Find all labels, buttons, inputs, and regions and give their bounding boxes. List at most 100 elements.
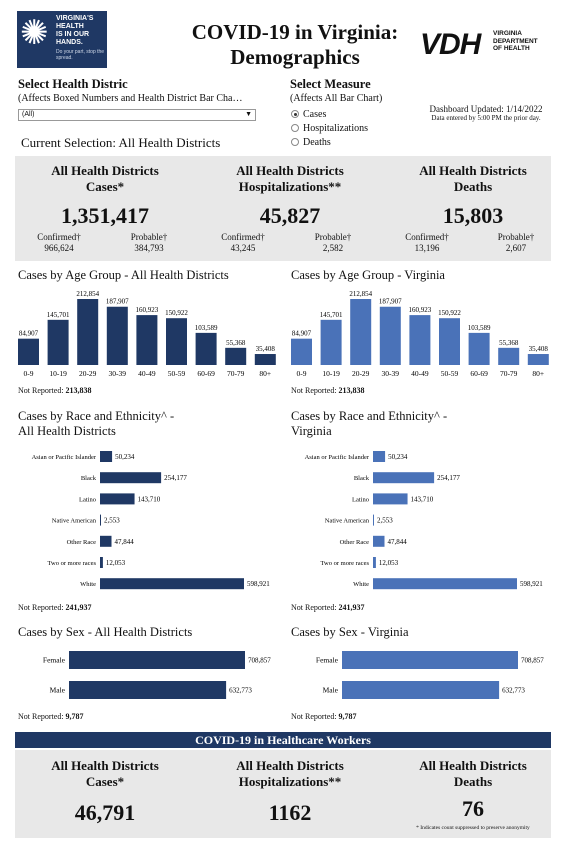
age-chart-title-districts: Cases by Age Group - All Health District… [18,268,229,282]
district-select[interactable]: (All) ▼ [18,109,256,121]
sex-bar[interactable] [69,681,227,699]
sex-bar[interactable] [69,651,245,669]
district-filter-title: Select Health Distric [18,77,128,91]
bar-value-label: 145,701 [47,311,70,319]
virginia-health-logo: ✺ VIRGINIA'S HEALTH IS IN OUR HANDS. Do … [17,11,107,68]
age-bar[interactable] [136,315,158,365]
sex-category-label: Female [316,656,339,665]
race-bar[interactable] [100,557,103,568]
measure-filter-title: Select Measure [290,77,371,91]
race-bar[interactable] [373,557,376,568]
bar-value-label: 598,921 [247,580,270,588]
age-bar[interactable] [320,319,342,365]
race-category-label: Other Race [340,539,370,546]
bar-value-label: 55,368 [499,339,519,347]
bar-value-label: 12,053 [106,559,126,567]
race-chart-title-virginia: Cases by Race and Ethnicity^ - Virginia [291,409,448,438]
age-bar[interactable] [166,318,187,365]
age-bar[interactable] [527,354,549,365]
age-bar[interactable] [254,354,276,365]
sex-bar[interactable] [342,651,518,669]
race-category-label: Two or more races [321,560,370,567]
bar-value-label: 212,854 [76,290,99,298]
sex-chart-title-districts: Cases by Sex - All Health Districts [18,625,193,639]
race-bar[interactable] [100,514,101,526]
age-bar[interactable] [409,315,431,365]
age-bar[interactable] [498,347,520,365]
sex-category-label: Male [323,686,339,695]
age-bar[interactable] [439,318,460,365]
age-bar[interactable] [379,306,401,365]
bar-value-label: 187,907 [379,298,402,306]
age-tick-label: 80+ [259,369,271,378]
measure-radio-group: Cases Hospitalizations Deaths [291,107,368,149]
race-category-label: Black [354,475,370,482]
hosp-probable: Probable† 2,582 [314,232,352,253]
summary-cases: All Health Districts Cases* 1,351,417 [25,163,185,229]
age-bar[interactable] [468,332,490,365]
bar-value-label: 50,234 [388,453,408,461]
age-tick-label: 70-79 [500,369,518,378]
current-selection: Current Selection: All Health Districts [21,135,221,150]
bar-value-label: 254,177 [437,474,460,482]
bar-value-label: 47,844 [115,538,135,546]
bar-value-label: 708,857 [248,657,271,665]
vdh-name: VIRGINIA DEPARTMENT OF HEALTH [493,30,538,52]
age-bar[interactable] [350,299,372,365]
measure-option-hospitalizations[interactable]: Hospitalizations [291,121,368,135]
race-bar[interactable] [100,578,244,590]
race-bar[interactable] [373,493,408,505]
age-bar[interactable] [291,338,312,365]
age-bar[interactable] [77,299,99,365]
bar-value-label: 103,589 [468,324,491,332]
sex-category-label: Female [43,656,66,665]
age-tick-label: 20-29 [79,369,97,378]
race-bar[interactable] [373,451,386,462]
radio-icon [291,138,299,146]
hospitalizations-total: 45,827 [259,203,321,228]
bar-value-label: 143,710 [138,495,161,503]
race-bar[interactable] [100,493,135,505]
race-bar[interactable] [373,535,385,547]
deaths-probable: Probable† 2,607 [497,232,535,253]
bar-value-label: 160,923 [136,306,159,314]
age-bar[interactable] [195,332,217,365]
vdh-mark: VDH [420,28,481,61]
bar-value-label: 35,408 [256,345,276,353]
age-bar[interactable] [106,306,128,365]
measure-option-cases[interactable]: Cases [291,107,368,121]
sex-category-label: Male [50,686,66,695]
measure-option-deaths[interactable]: Deaths [291,135,368,149]
race-not-reported-districts: Not Reported: 241,937 [18,603,92,612]
hosp-confirmed: Confirmed† 43,245 [221,232,265,253]
race-bar[interactable] [373,472,435,484]
race-category-label: White [80,581,96,588]
summary-hospitalizations: All Health Districts Hospitalizations** … [210,163,370,229]
race-category-label: Other Race [67,539,97,546]
age-tick-label: 0-9 [297,369,307,378]
age-bar[interactable] [18,338,39,365]
race-category-label: White [353,581,369,588]
bar-value-label: 150,922 [438,309,461,317]
summary-deaths: All Health Districts Deaths 15,803 [393,163,553,229]
age-tick-label: 40-49 [411,369,429,378]
logo-tagline: Do your part, stop the spread. [56,49,105,61]
race-bar[interactable] [100,451,113,462]
cases-total: 1,351,417 [61,203,149,228]
page-title: COVID-19 in Virginia: Demographics [191,20,399,69]
race-bar[interactable] [373,578,517,590]
bar-value-label: 2,553 [377,517,393,525]
age-bar[interactable] [225,347,247,365]
bar-value-label: 145,701 [320,311,343,319]
chevron-down-icon: ▼ [245,111,252,118]
sex-bar[interactable] [342,681,500,699]
race-bar[interactable] [100,472,162,484]
race-category-label: Native American [325,518,370,525]
race-bar[interactable] [373,514,374,526]
bar-value-label: 187,907 [106,298,129,306]
age-not-reported-virginia: Not Reported: 213,838 [291,386,365,395]
race-bar[interactable] [100,535,112,547]
age-bar[interactable] [47,319,69,365]
race-category-label: Two or more races [48,560,97,567]
age-chart-districts: 84,907 0-9 145,701 10-19 212,854 20-29 187,907… [18,290,276,378]
